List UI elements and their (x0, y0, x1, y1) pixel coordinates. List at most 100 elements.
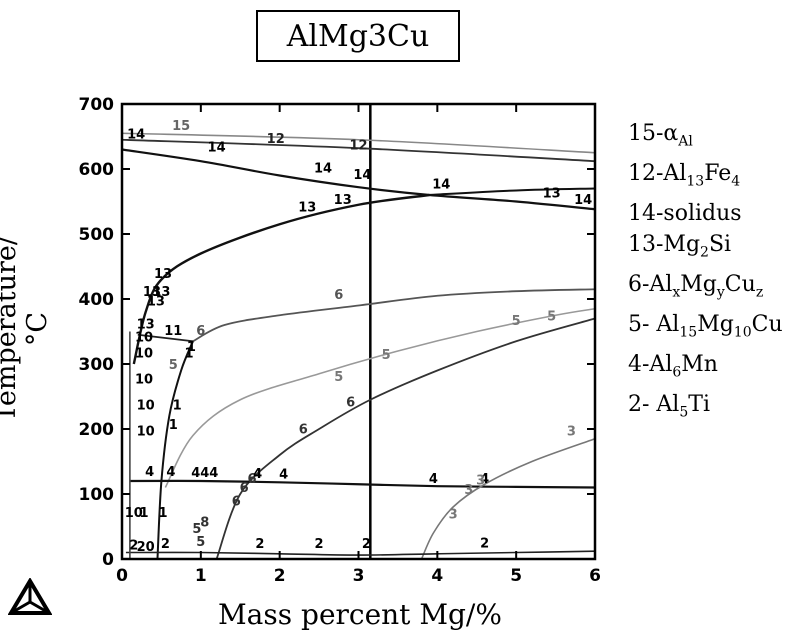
legend-entry: 6-AlxMgyCuz (628, 272, 764, 301)
phase-boundary-line-2 (125, 550, 596, 556)
y-tick-label: 700 (79, 95, 115, 115)
curve-label: 5 (382, 348, 391, 363)
curve-label: 13 (147, 295, 165, 310)
curve-label: 1 (173, 399, 182, 414)
curve-label: 10 (137, 425, 155, 440)
curve-label: 14 (574, 193, 592, 208)
curve-label: 10 (137, 399, 155, 414)
phase-boundary-line-14 (429, 187, 596, 196)
curve-label: 2 (161, 537, 170, 552)
curve-label: 2 (315, 537, 324, 552)
curve-label: 6 (196, 324, 205, 339)
curve-label: 14 (432, 178, 450, 193)
curve-label: 4 (429, 472, 438, 487)
phase-boundary-line-6 (192, 288, 596, 343)
curve-label: 2 (129, 538, 138, 553)
y-tick-label: 400 (79, 290, 115, 310)
x-tick-label: 5 (510, 566, 522, 586)
curve-label: 13 (137, 317, 155, 332)
curve-label: 1 (158, 506, 167, 521)
x-tick-label: 0 (116, 566, 128, 586)
curve-label: 4 (145, 465, 154, 480)
y-tick-label: 600 (79, 160, 115, 180)
curve-label: 14 (314, 161, 332, 176)
curve-label: 12 (267, 132, 285, 147)
y-tick-label: 300 (79, 355, 115, 375)
curve-label: 4 (279, 467, 288, 482)
curve-label: 13 (334, 193, 352, 208)
phase-boundary-line-6 (215, 317, 596, 560)
phase-boundary-line-3 (420, 437, 596, 560)
curve-label: 20 (137, 540, 155, 555)
curve-label: 10 (135, 373, 153, 388)
curve-label: 10 (125, 506, 143, 521)
y-axis-label: Temperature/°C (0, 236, 53, 422)
curve-label: 4 (253, 467, 262, 482)
curve-label: 5 (512, 314, 521, 329)
phase-boundary-line-15 (121, 132, 596, 154)
curve-label: 11 (164, 324, 182, 339)
curve-label: 6 (248, 472, 257, 487)
curve-label: 10 (135, 347, 153, 362)
y-tick-label: 100 (79, 485, 115, 505)
curve-label: 13 (154, 267, 172, 282)
curve-label: 2 (362, 537, 371, 552)
curve-label: 5 (334, 370, 343, 385)
curve-label: 3 (567, 425, 576, 440)
x-tick-label: 1 (195, 566, 207, 586)
curve-label: 3 (476, 473, 485, 488)
x-axis-label: Mass percent Mg/% (218, 598, 502, 631)
y-tick-label: 200 (79, 420, 115, 440)
curve-label: 10 (135, 330, 153, 345)
curve-label: 13 (298, 200, 316, 215)
curve-label: 4 (166, 465, 175, 480)
curve-label: 8 (200, 516, 209, 531)
chart-title: AlMg3Cu (256, 10, 460, 62)
curve-label: 6 (334, 288, 343, 303)
phase-boundary-line-6 (137, 333, 194, 343)
curve-label: 13 (152, 285, 170, 300)
curve-label: 12 (349, 139, 367, 154)
phase-boundary-line-13 (132, 193, 430, 365)
curve-label: 13 (143, 285, 161, 300)
legend-entry: 2- Al5Ti (628, 391, 710, 421)
curve-label: 3 (464, 483, 473, 498)
curve-label: 5 (169, 358, 178, 373)
curve-label: 14 (353, 168, 371, 183)
phase-boundary-line-14 (121, 148, 596, 211)
curve-label: 444 (191, 466, 218, 481)
curve-label: 15 (172, 119, 190, 134)
curve-label: 1 (169, 418, 178, 433)
x-tick-label: 6 (589, 566, 601, 586)
curve-label: 1 (184, 347, 193, 362)
curve-label: 6 (240, 481, 249, 496)
legend-entry: 14-solidus (628, 200, 742, 226)
curve-label: 2 (480, 536, 489, 551)
x-tick-label: 3 (353, 566, 365, 586)
curve-label: 13 (543, 187, 561, 202)
y-tick-label: 0 (102, 550, 114, 570)
legend-entry: 13-Mg2Si (628, 232, 732, 261)
curve-label: 14 (208, 140, 226, 155)
legend: 15-αAl 12-Al13Fe4 14-solidus 13-Mg2Si 6-AlxM… (628, 118, 783, 429)
curve-label: 1 (187, 340, 196, 355)
curve-label: 5 (196, 535, 205, 550)
phase-boundary-line-5 (164, 307, 596, 488)
legend-entry: 5- Al15Mg10Cu (628, 312, 783, 341)
curve-label: 4 (480, 472, 489, 487)
legend-entry: 15-αAl (628, 121, 693, 150)
curve-label: 3 (449, 508, 458, 523)
phase-boundary-line-12 (121, 138, 596, 163)
curve-label: 1 (140, 506, 149, 521)
x-tick-label: 2 (274, 566, 286, 586)
curve-label: 5 (192, 522, 201, 537)
curve-label: 14 (127, 127, 145, 142)
y-tick-label: 500 (79, 225, 115, 245)
curve-label: 6 (299, 423, 308, 438)
curve-label: 6 (346, 395, 355, 410)
curve-label: 5 (547, 309, 556, 324)
legend-entry: 12-Al13Fe4 (628, 160, 741, 190)
curve-label: 2 (255, 537, 264, 552)
